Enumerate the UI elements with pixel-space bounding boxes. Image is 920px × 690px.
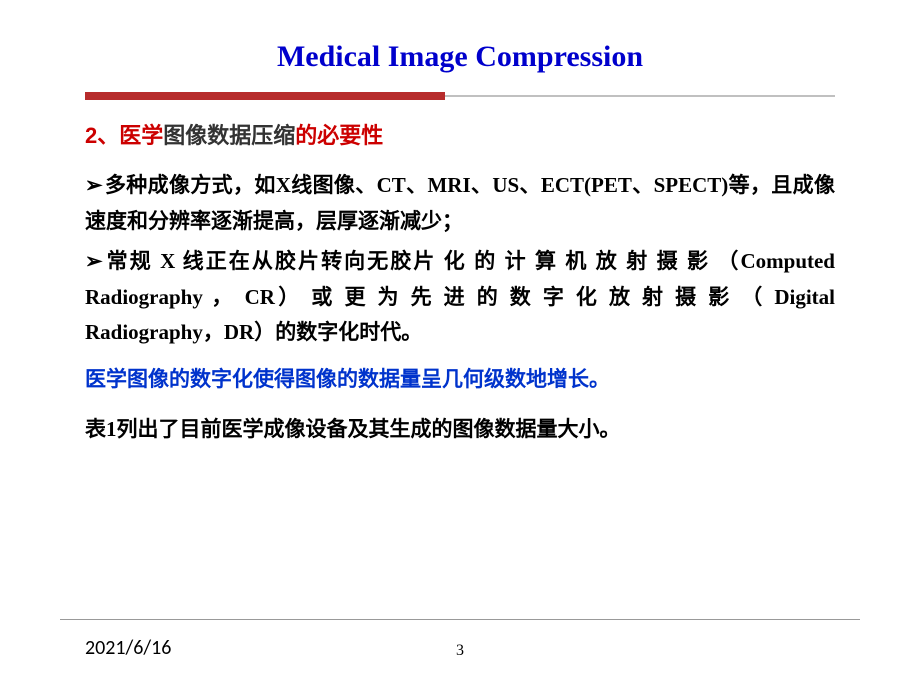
slide-container: Medical Image Compression 2、医学图像数据压缩的必要性… [0,0,920,690]
divider-gray-line [445,95,835,97]
footer-divider [60,619,860,620]
subtitle-mid: 图像数据压缩 [163,123,295,148]
subtitle-prefix: 2、医学 [85,123,163,148]
slide-title: Medical Image Compression [85,40,835,74]
bullet-icon: ➢ [85,245,103,280]
highlight-line: 医学图像的数字化使得图像的数据量呈几何级数地增长。 [85,363,835,398]
bullet-2-text: 常规 X 线正在从胶片转向无胶片 化 的 计 算 机 放 射 摄 影 （Comp… [85,249,835,343]
title-divider [85,92,835,100]
bullet-1: ➢多种成像方式，如X线图像、CT、MRI、US、ECT(PET、SPECT)等，… [85,168,835,238]
table-reference-line: 表1列出了目前医学成像设备及其生成的图像数据量大小。 [85,412,835,447]
section-subtitle: 2、医学图像数据压缩的必要性 [85,118,835,150]
footer-page-number: 3 [456,642,464,660]
divider-red-bar [85,92,445,100]
footer-date: 2021/6/16 [85,636,171,660]
subtitle-suffix: 的必要性 [295,123,383,148]
bullet-1-text: 多种成像方式，如X线图像、CT、MRI、US、ECT(PET、SPECT)等，且… [85,173,835,233]
bullet-icon: ➢ [85,169,103,204]
bullet-2: ➢常规 X 线正在从胶片转向无胶片 化 的 计 算 机 放 射 摄 影 （Com… [85,244,835,349]
